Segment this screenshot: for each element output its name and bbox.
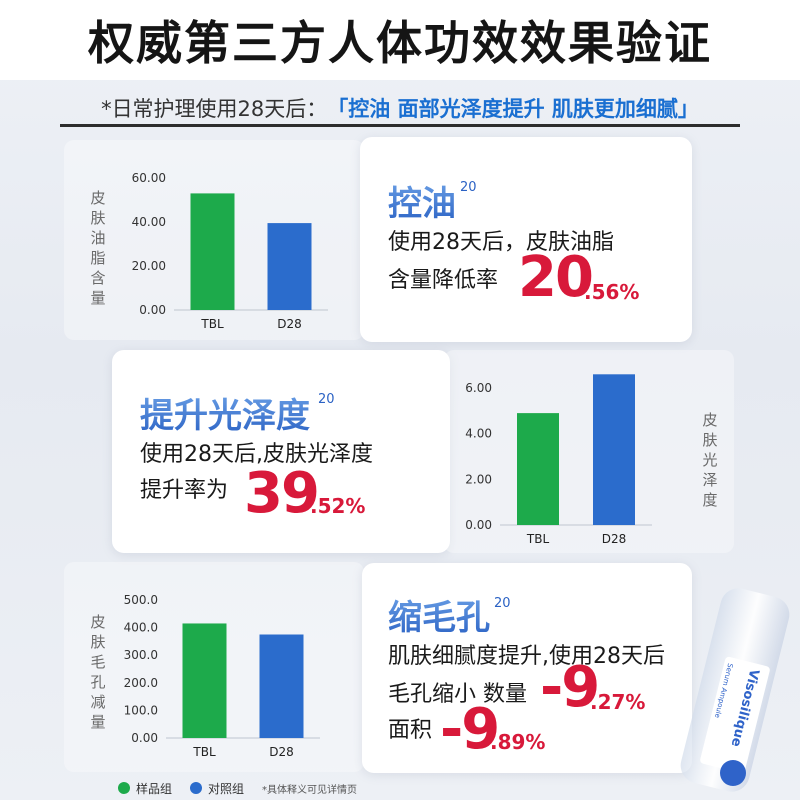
y-tick-label: 0.00 [139,303,166,317]
bar-tbl [517,413,559,525]
y-tick-label: 2.00 [465,472,492,486]
ylabel-oil: 皮肤油脂含量 [90,189,106,307]
card-gloss-line2: 提升率为 [140,478,229,503]
card-pore-area-decimal: .89% [490,730,546,754]
y-tick-label: 400.0 [124,621,158,635]
subtitle: *日常护理使用28天后： 「 控油 面部光泽度提升 肌肤更加细腻 」 [0,86,800,130]
card-pore-count-number: -9 [540,655,600,720]
legend-note: *具体释义可见详情页 [262,784,358,796]
card-pore [362,563,692,773]
card-pore-line1: 肌肤细腻度提升,使用28天后 [388,644,665,669]
y-tick-label: 100.0 [124,703,158,717]
card-gloss [112,350,450,553]
subtitle-close-bracket: 」 [677,97,699,121]
legend-control-label: 对照组 [208,781,245,796]
bar-tbl [190,193,235,310]
bar-d28 [593,374,635,525]
header-band [0,0,800,80]
ylabel-gloss: 皮肤光泽度 [702,411,718,509]
card-gloss-sup: 20 [318,392,335,407]
x-tick-label: D28 [277,317,302,331]
chart-panel-gloss [444,350,734,553]
card-pore-count-decimal: .27% [590,690,646,714]
y-tick-label: 0.00 [131,731,158,745]
bar-tbl [182,623,227,738]
x-tick-label: TBL [200,317,224,331]
bar-chart-pore: 0.00 100.0 200.0 300.0 400.0 500.0 TBL D28 [124,593,320,759]
card-oil-sup: 20 [460,180,477,195]
card-pore-title: 缩毛孔 [388,590,490,639]
bar-chart-oil: 0.00 20.00 40.00 60.00 TBL D28 [132,171,328,331]
x-tick-label: D28 [602,532,627,546]
product-logo-icon [720,760,746,786]
card-oil-line1: 使用28天后，皮肤油脂 [388,230,614,255]
y-tick-label: 500.0 [124,593,158,607]
card-pore-area-number: -9 [440,697,500,762]
subtitle-open-bracket: 「 [327,97,349,121]
x-tick-label: D28 [269,745,294,759]
subtitle-highlight: 控油 面部光泽度提升 肌肤更加细腻 [348,97,678,121]
card-oil-line2: 含量降低率 [388,268,499,293]
legend-sample-label: 样品组 [136,781,173,796]
y-tick-label: 300.0 [124,648,158,662]
y-tick-label: 40.00 [132,215,166,229]
card-pore-line2: 毛孔缩小 数量 [388,682,527,707]
card-oil-number: 20 [518,245,594,310]
y-tick-label: 6.00 [465,381,492,395]
bar-d28 [267,223,312,310]
legend-control-dot-icon [190,782,203,794]
legend-sample-dot-icon [118,782,130,794]
x-tick-label: TBL [526,532,550,546]
legend: 样品组 对照组 *具体释义可见详情页 [118,778,357,798]
card-pore-sup: 20 [494,596,511,611]
card-gloss-number-decimal: .52% [310,494,366,518]
card-gloss-title: 提升光泽度 [140,388,310,437]
legend-control: 对照组 [190,780,244,797]
card-oil-number-decimal: .56% [584,280,640,304]
subtitle-prefix: *日常护理使用28天后： [101,97,328,121]
y-tick-label: 0.00 [465,518,492,532]
card-gloss-number: 39 [244,461,320,526]
page-title: 权威第三方人体功效效果验证 [88,16,712,70]
legend-sample: 样品组 [118,780,172,797]
card-gloss-line1: 使用28天后,皮肤光泽度 [140,442,373,467]
y-tick-label: 4.00 [465,427,492,441]
card-oil [360,137,692,342]
y-tick-label: 60.00 [132,171,166,185]
y-tick-label: 20.00 [132,259,166,273]
ylabel-pore: 皮肤毛孔减量 [90,613,106,731]
y-tick-label: 200.0 [124,676,158,690]
card-oil-title: 控油 [388,176,456,225]
card-pore-line3: 面积 [388,718,433,743]
subtitle-underline [60,124,740,127]
x-tick-label: TBL [192,745,216,759]
bar-chart-gloss: 0.00 2.00 4.00 6.00 TBL D28 [465,374,652,546]
bar-d28 [259,634,304,738]
